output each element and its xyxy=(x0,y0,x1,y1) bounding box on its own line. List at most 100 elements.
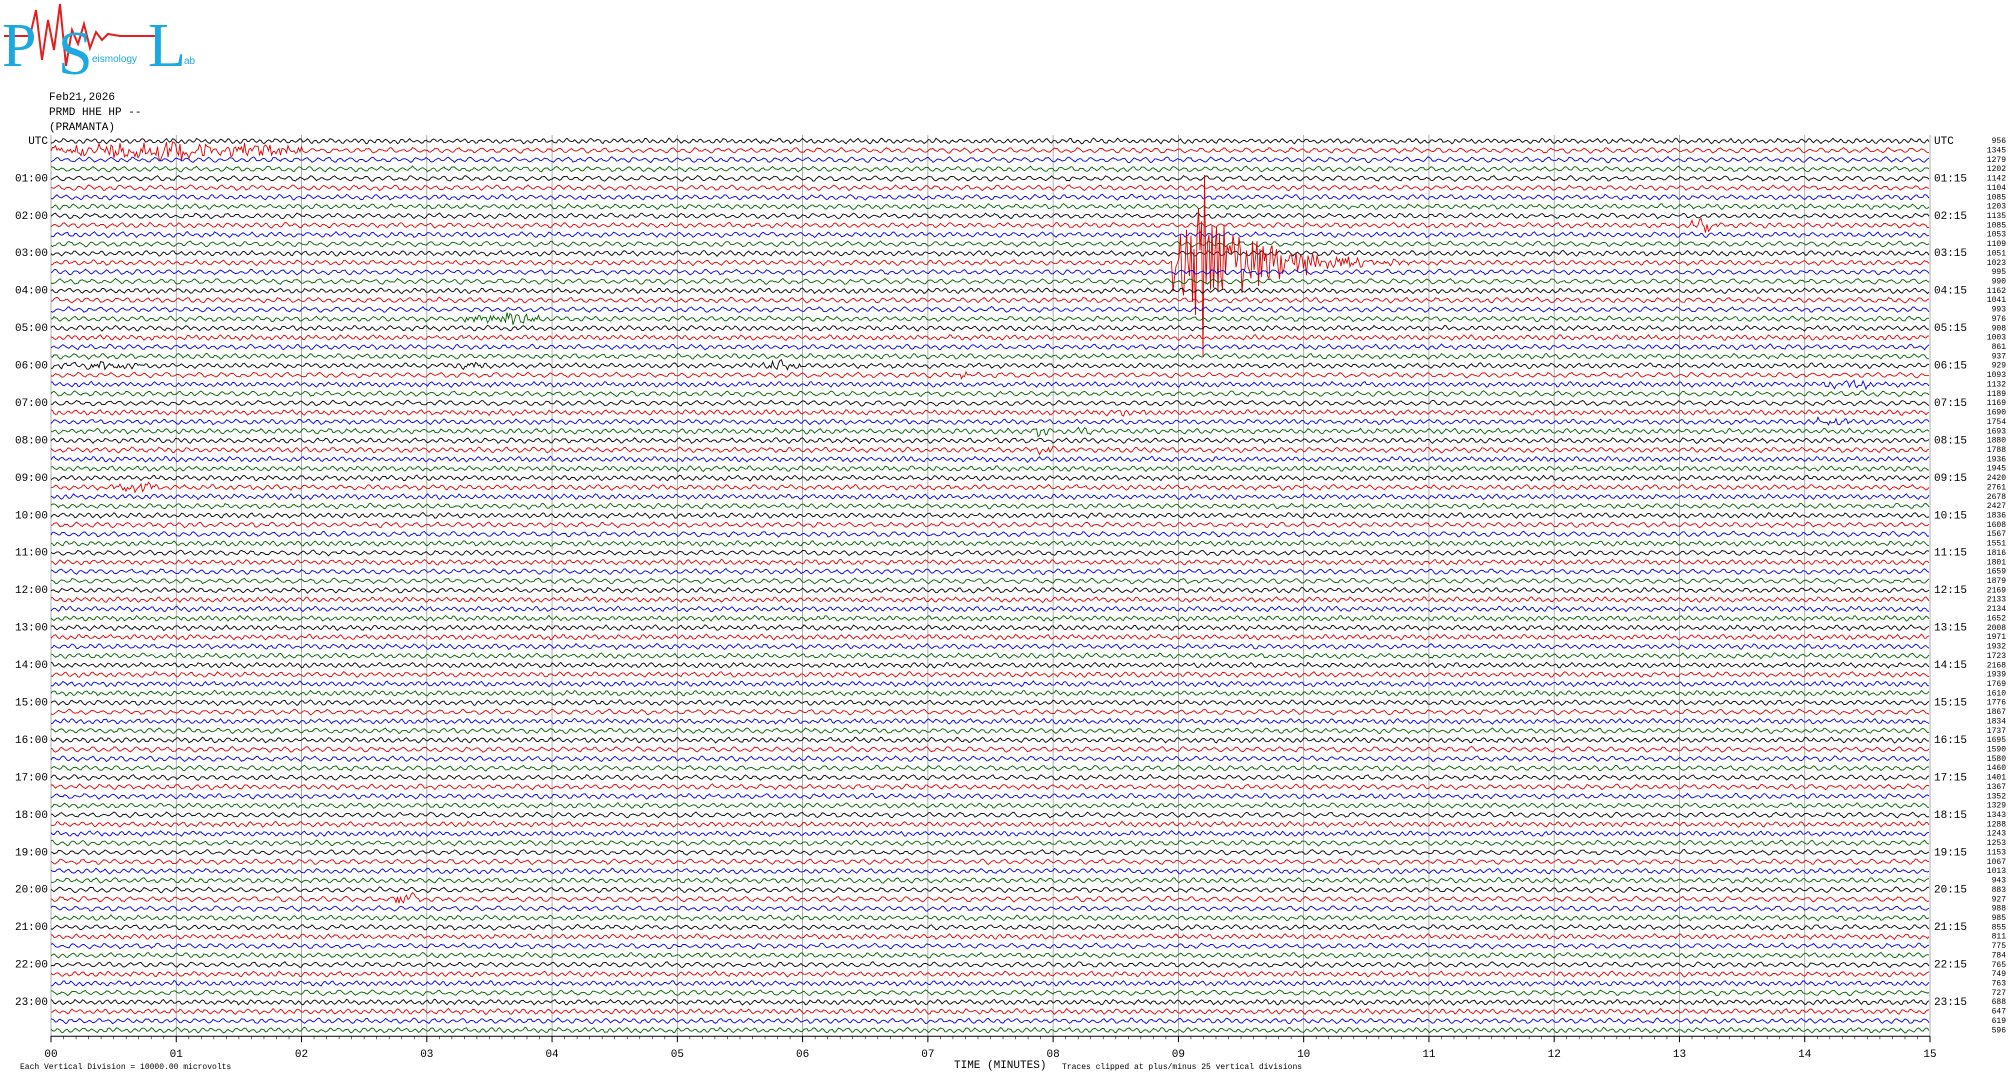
scale-label: 727 xyxy=(1992,989,2007,998)
trace xyxy=(50,727,1930,735)
hour-label: 04:00 xyxy=(15,286,48,298)
scale-label: 1932 xyxy=(1987,643,2006,652)
trace xyxy=(50,217,1930,233)
trace xyxy=(50,465,1930,473)
scale-label: 2420 xyxy=(1987,474,2006,483)
scale-label: 1939 xyxy=(1987,671,2006,680)
hour-label: 16:00 xyxy=(15,735,48,747)
scale-label: 763 xyxy=(1992,980,2007,989)
trace xyxy=(50,312,1930,325)
trace xyxy=(50,521,1930,529)
scale-label: 995 xyxy=(1992,268,2007,277)
hour-label: 08:15 xyxy=(1934,435,1967,447)
trace xyxy=(50,1007,1930,1016)
scale-label: 1329 xyxy=(1987,802,2006,811)
trace xyxy=(50,745,1930,753)
trace xyxy=(50,352,1930,360)
traces xyxy=(50,137,1930,1034)
scale-label: 2761 xyxy=(1987,483,2006,492)
hour-label: 11:00 xyxy=(15,548,48,560)
hour-label: 17:15 xyxy=(1934,772,1967,784)
hour-label: 21:15 xyxy=(1934,922,1967,934)
scale-label: 1013 xyxy=(1987,867,2006,876)
scale-label: 1776 xyxy=(1987,699,2006,708)
scale-label: 1202 xyxy=(1987,165,2006,174)
trace xyxy=(50,141,1930,162)
hour-label: 18:00 xyxy=(15,810,48,822)
scale-label: 1109 xyxy=(1987,240,2006,249)
date: Feb21,2026 xyxy=(49,92,115,104)
trace xyxy=(50,708,1930,716)
scale-label: 1352 xyxy=(1987,792,2006,801)
trace xyxy=(50,343,1930,351)
scale-label: 1093 xyxy=(1987,371,2006,380)
hour-label: 03:00 xyxy=(15,248,48,260)
scale-label: 1737 xyxy=(1987,727,2006,736)
grid xyxy=(50,135,1931,1043)
trace xyxy=(50,736,1930,744)
trace xyxy=(50,305,1930,313)
trace xyxy=(50,774,1930,781)
trace xyxy=(50,437,1930,445)
scale-label: 1343 xyxy=(1987,811,2006,820)
hour-label: 02:15 xyxy=(1934,211,1967,223)
trace xyxy=(50,633,1930,641)
trace xyxy=(50,549,1930,557)
station: PRMD HHE HP -- xyxy=(49,107,141,119)
scale-label: 1801 xyxy=(1987,558,2006,567)
scale-label: 1880 xyxy=(1987,437,2006,446)
x-tick-label: 11 xyxy=(1422,1049,1436,1061)
trace xyxy=(51,359,1930,371)
trace xyxy=(50,249,1930,257)
trace xyxy=(50,1026,1930,1034)
scale-label: 1836 xyxy=(1987,512,2006,521)
trace xyxy=(50,614,1930,622)
scale-label: 1345 xyxy=(1987,146,2006,155)
scale-label: 2169 xyxy=(1987,586,2006,595)
trace xyxy=(50,370,1930,380)
hour-label: 09:15 xyxy=(1934,473,1967,485)
labels: 00 01 02 03 04 05 06 07 08 09 10 11 12 13 14 15 UTC UTC 01… xyxy=(15,136,2006,1061)
hour-label: 15:15 xyxy=(1934,698,1967,710)
hour-label: 03:15 xyxy=(1934,248,1967,260)
trace xyxy=(50,174,1930,182)
scale-label: 883 xyxy=(1992,886,2007,895)
trace xyxy=(50,951,1930,959)
scale-label: 1460 xyxy=(1987,764,2006,773)
scale-label: 2008 xyxy=(1987,624,2006,633)
trace xyxy=(50,493,1930,501)
division-note: Each Vertical Division = 10000.00 microv… xyxy=(20,1063,231,1072)
trace xyxy=(50,240,1930,248)
hour-label: 23:15 xyxy=(1934,997,1967,1009)
trace xyxy=(50,184,1930,192)
trace xyxy=(50,156,1930,164)
scale-label: 861 xyxy=(1992,343,2007,352)
x-tick-label: 05 xyxy=(671,1049,684,1061)
trace xyxy=(50,858,1930,866)
scale-label: 1652 xyxy=(1987,614,2006,623)
trace xyxy=(50,408,1930,417)
hour-label: 19:00 xyxy=(15,847,48,859)
hour-label: 11:15 xyxy=(1934,548,1967,560)
scale-label: 993 xyxy=(1992,306,2007,315)
hour-label: 05:00 xyxy=(15,323,48,335)
logo-letter: L xyxy=(148,12,186,80)
scale-label: 1567 xyxy=(1987,530,2006,539)
scale-label: 929 xyxy=(1992,362,2007,371)
trace xyxy=(50,481,1930,494)
scale-label: 1816 xyxy=(1987,549,2006,558)
scale-label: 1693 xyxy=(1987,427,2006,436)
trace xyxy=(50,474,1930,482)
scale-label: 1690 xyxy=(1987,409,2006,418)
scale-label: 1695 xyxy=(1987,736,2006,745)
trace xyxy=(50,193,1930,201)
trace xyxy=(50,892,1930,904)
hour-label: 14:15 xyxy=(1934,660,1967,672)
trace xyxy=(50,577,1930,585)
x-tick-label: 02 xyxy=(295,1049,308,1061)
hour-label: 07:15 xyxy=(1934,398,1967,410)
trace xyxy=(50,961,1930,969)
hour-label: 23:00 xyxy=(15,997,48,1009)
scale-label: 976 xyxy=(1992,315,2007,324)
